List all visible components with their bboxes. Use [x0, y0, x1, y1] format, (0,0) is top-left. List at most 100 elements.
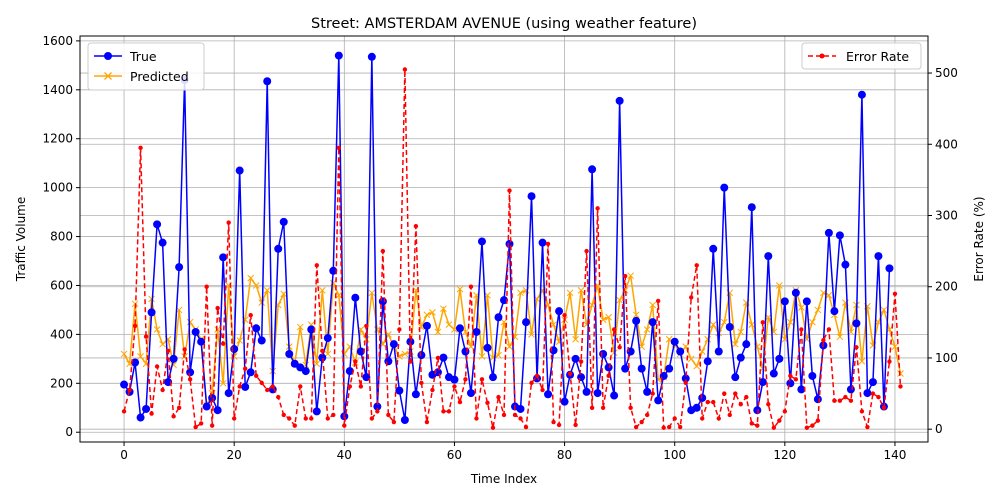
error-point: [578, 359, 584, 364]
predicted-point: [550, 321, 557, 328]
true-point: [846, 385, 855, 394]
true-point: [186, 368, 195, 377]
true-point: [208, 393, 217, 402]
error-point: [231, 416, 237, 421]
error-point: [821, 337, 826, 343]
predicted-point: [809, 318, 816, 326]
true-point: [709, 244, 718, 253]
predicted-point: [120, 350, 128, 358]
x-tick-label: 100: [663, 448, 686, 462]
error-point: [446, 409, 452, 414]
y-tick-label: 1600: [42, 34, 73, 48]
error-point: [474, 416, 479, 421]
true-point: [632, 316, 641, 325]
true-point: [527, 192, 536, 201]
error-point: [463, 377, 468, 382]
error-point: [683, 380, 688, 386]
error-point: [843, 394, 848, 400]
error-point: [193, 424, 198, 430]
error-point: [358, 384, 364, 389]
axes: [79, 35, 929, 443]
error-point: [248, 313, 253, 318]
true-point: [835, 231, 844, 240]
error-point: [771, 425, 777, 430]
true-point: [571, 354, 580, 363]
error-point: [132, 323, 138, 329]
error-point: [419, 380, 424, 386]
true-point: [164, 378, 173, 387]
true-point: [356, 347, 365, 356]
true-point: [577, 373, 586, 382]
true-point: [621, 364, 630, 373]
error-point: [854, 345, 859, 350]
true-point: [252, 324, 261, 333]
predicted-point: [252, 282, 260, 289]
error-point: [793, 377, 799, 382]
error-point: [397, 327, 402, 332]
true-point: [670, 337, 679, 346]
error-point: [529, 380, 534, 386]
error-point: [204, 284, 209, 289]
predicted-point: [495, 351, 502, 359]
error-point: [479, 377, 485, 382]
predicted-point: [643, 326, 651, 333]
true-point: [769, 369, 778, 378]
error-point: [242, 366, 248, 371]
y-tick-label: 0: [65, 425, 73, 439]
y-tick-label: 800: [50, 230, 73, 244]
error-point: [198, 421, 204, 426]
true-point: [395, 386, 404, 395]
true-point: [648, 318, 657, 327]
error-point: [540, 387, 545, 393]
true-point: [808, 371, 817, 380]
predicted-point: [445, 321, 453, 328]
true-point: [753, 406, 762, 415]
true-point: [389, 340, 398, 349]
error-point: [639, 419, 644, 425]
true-point: [120, 380, 129, 389]
true-point: [665, 364, 674, 373]
true-point: [824, 228, 833, 237]
predicted-point: [280, 290, 288, 298]
true-point: [588, 165, 597, 174]
error-point: [182, 347, 187, 352]
predicted-point: [588, 301, 596, 309]
true-point: [373, 402, 382, 411]
y2-axis-label: Error Rate (%): [972, 196, 986, 281]
error-point: [386, 412, 391, 418]
true-point: [472, 327, 481, 336]
true-point: [544, 390, 553, 399]
true-point: [263, 77, 272, 86]
error-point: [325, 416, 330, 421]
true-point: [604, 363, 613, 372]
error-point: [832, 398, 837, 403]
error-point: [435, 355, 441, 361]
predicted-point: [329, 279, 337, 287]
error-point: [661, 425, 666, 430]
legend-left-box: [87, 42, 205, 91]
error-point: [496, 394, 501, 400]
true-point: [522, 318, 531, 327]
true-point: [643, 387, 652, 396]
true-point: [158, 238, 167, 247]
predicted-point: [566, 289, 574, 297]
predicted-point: [627, 272, 635, 280]
error-point: [220, 341, 226, 346]
series-error-line: [123, 69, 902, 430]
error-point: [270, 384, 275, 389]
error-point: [694, 263, 699, 268]
predicted-point: [572, 335, 579, 343]
true-point: [439, 353, 448, 362]
predicted-point: [880, 306, 888, 314]
error-point: [292, 423, 297, 428]
true-point: [400, 415, 409, 424]
true-point: [885, 264, 894, 273]
error-point: [534, 373, 540, 378]
error-point: [518, 416, 523, 421]
x-tick-label: 120: [773, 448, 796, 462]
true-point: [599, 349, 608, 358]
true-point: [681, 374, 690, 383]
true-point: [758, 378, 767, 387]
true-point: [257, 336, 266, 345]
error-point: [457, 399, 463, 405]
